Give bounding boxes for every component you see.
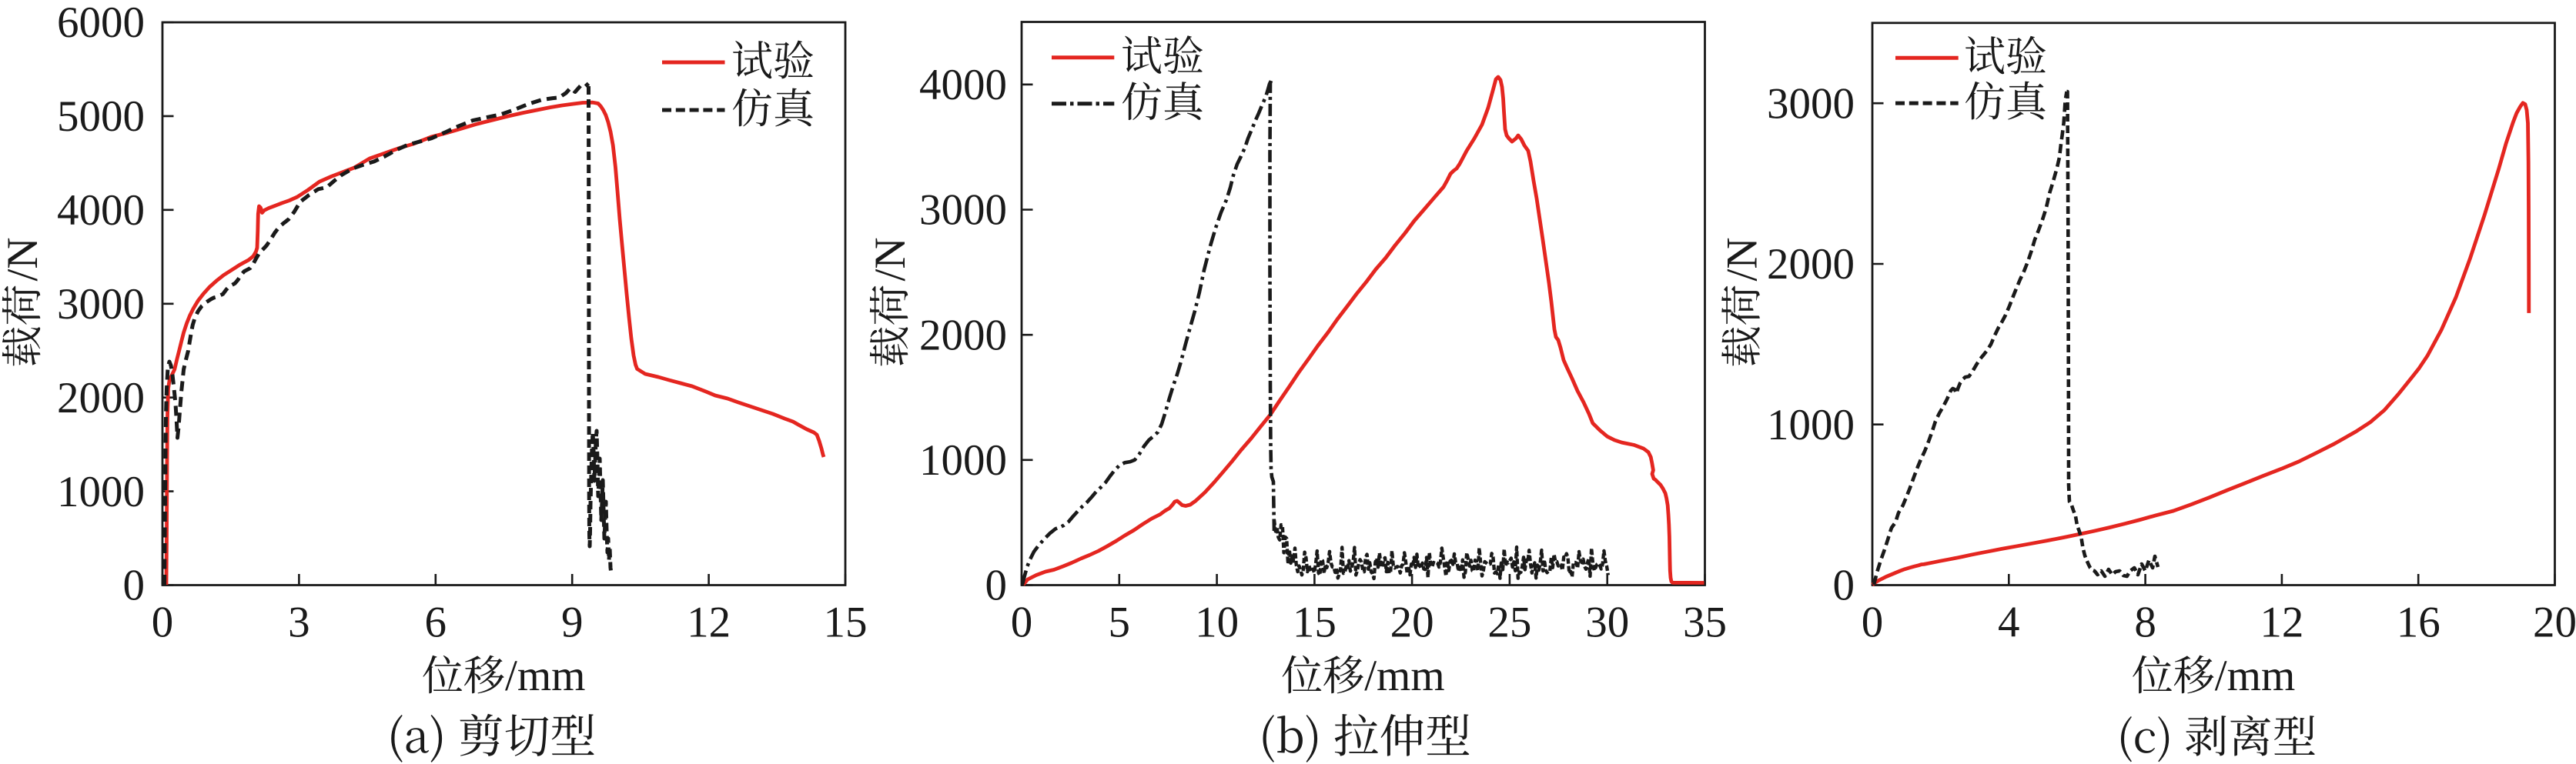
svg-text:2000: 2000 xyxy=(919,311,1007,359)
svg-text:/N: /N xyxy=(1718,238,1767,282)
svg-text:0: 0 xyxy=(152,599,174,647)
svg-text:/N: /N xyxy=(0,238,47,282)
svg-text:2000: 2000 xyxy=(57,374,145,422)
svg-text:2000: 2000 xyxy=(1767,240,1855,289)
svg-text:0: 0 xyxy=(1862,599,1884,647)
svg-text:0: 0 xyxy=(1011,599,1033,647)
svg-text:16: 16 xyxy=(2397,599,2441,647)
svg-text:8: 8 xyxy=(2134,599,2156,647)
svg-text:1000: 1000 xyxy=(919,436,1007,485)
svg-text:9: 9 xyxy=(561,599,584,647)
svg-text:4000: 4000 xyxy=(57,186,145,235)
svg-text:15: 15 xyxy=(1293,599,1337,647)
svg-text:20: 20 xyxy=(2533,599,2576,647)
svg-text:/mm: /mm xyxy=(2215,652,2296,700)
svg-text:0: 0 xyxy=(1833,562,1855,610)
svg-text:6000: 6000 xyxy=(57,0,145,47)
svg-text:5: 5 xyxy=(1109,599,1131,647)
svg-text:3000: 3000 xyxy=(57,280,145,329)
svg-text:6: 6 xyxy=(425,599,447,647)
svg-text:5000: 5000 xyxy=(57,92,145,141)
svg-text:15: 15 xyxy=(824,599,868,647)
svg-text:35: 35 xyxy=(1683,599,1727,647)
svg-text:30: 30 xyxy=(1585,599,1629,647)
svg-text:12: 12 xyxy=(2260,599,2303,647)
svg-text:0: 0 xyxy=(123,562,146,610)
svg-text:/N: /N xyxy=(866,238,915,282)
svg-text:3: 3 xyxy=(288,599,310,647)
svg-text:4000: 4000 xyxy=(919,61,1007,109)
svg-text:/mm: /mm xyxy=(505,652,586,700)
svg-text:1000: 1000 xyxy=(57,468,145,516)
svg-text:10: 10 xyxy=(1195,599,1239,647)
svg-text:1000: 1000 xyxy=(1767,401,1855,449)
svg-text:12: 12 xyxy=(687,599,731,647)
svg-text:25: 25 xyxy=(1487,599,1531,647)
svg-text:/mm: /mm xyxy=(1364,652,1445,700)
svg-text:3000: 3000 xyxy=(1767,79,1855,128)
svg-text:3000: 3000 xyxy=(919,186,1007,235)
svg-text:4: 4 xyxy=(1998,599,2020,647)
svg-text:20: 20 xyxy=(1390,599,1434,647)
svg-text:0: 0 xyxy=(985,562,1008,610)
